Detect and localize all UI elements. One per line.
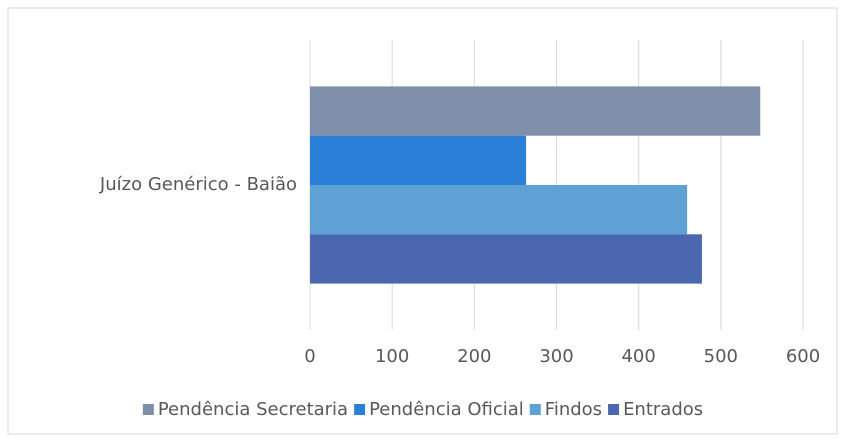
legend-label: Pendência Oficial bbox=[369, 399, 524, 420]
x-tick-label: 200 bbox=[457, 346, 491, 367]
legend-swatch bbox=[142, 404, 154, 415]
category-label: Juízo Genérico - Baião bbox=[99, 174, 297, 195]
bar bbox=[310, 135, 527, 185]
x-tick-label: 400 bbox=[621, 346, 655, 367]
legend-swatch bbox=[608, 404, 620, 415]
legend-swatch bbox=[529, 404, 541, 415]
bar bbox=[310, 234, 702, 284]
x-tick-label: 600 bbox=[786, 346, 820, 367]
x-tick-label: 300 bbox=[539, 346, 573, 367]
bar bbox=[310, 185, 688, 235]
bar bbox=[310, 86, 761, 136]
x-tick-label: 0 bbox=[304, 346, 315, 367]
legend-swatch bbox=[354, 404, 366, 415]
legend-label: Pendência Secretaria bbox=[158, 399, 348, 420]
legend-label: Findos bbox=[545, 399, 602, 420]
x-tick-label: 100 bbox=[375, 346, 409, 367]
legend-label: Entrados bbox=[623, 399, 703, 420]
x-tick-label: 500 bbox=[704, 346, 738, 367]
